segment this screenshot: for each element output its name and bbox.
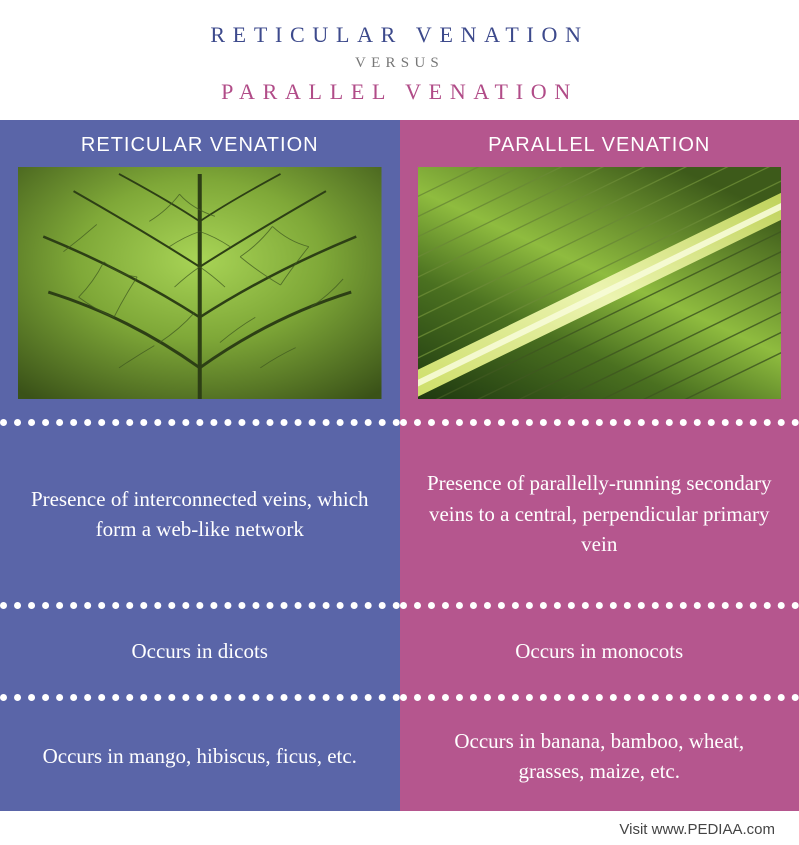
footer-credit: Visit www.PEDIAA.com bbox=[0, 811, 799, 838]
divider bbox=[400, 694, 799, 701]
parallel-examples: Occurs in banana, bamboo, wheat, grasses… bbox=[400, 701, 799, 811]
column-reticular: RETICULAR VENATION bbox=[0, 120, 400, 811]
reticular-examples: Occurs in mango, hibiscus, ficus, etc. bbox=[0, 701, 400, 811]
reticular-description: Presence of interconnected veins, which … bbox=[0, 426, 400, 602]
parallel-description: Presence of parallelly-running secondary… bbox=[400, 426, 799, 602]
title-parallel: PARALLEL VENATION bbox=[0, 75, 799, 108]
comparison-header: RETICULAR VENATION VERSUS PARALLEL VENAT… bbox=[0, 0, 799, 120]
parallel-leaf-image bbox=[400, 167, 799, 419]
divider bbox=[400, 419, 799, 426]
column-header-parallel: PARALLEL VENATION bbox=[400, 120, 799, 167]
title-reticular: RETICULAR VENATION bbox=[0, 18, 799, 51]
column-header-reticular: RETICULAR VENATION bbox=[0, 120, 400, 167]
versus-label: VERSUS bbox=[0, 51, 799, 75]
divider bbox=[0, 694, 400, 701]
reticular-leaf-image bbox=[0, 167, 400, 419]
divider bbox=[0, 419, 400, 426]
parallel-occurrence: Occurs in monocots bbox=[400, 609, 799, 694]
comparison-columns: RETICULAR VENATION bbox=[0, 120, 799, 811]
divider bbox=[0, 602, 400, 609]
divider bbox=[400, 602, 799, 609]
column-parallel: PARALLEL VENATION bbox=[400, 120, 799, 811]
reticular-occurrence: Occurs in dicots bbox=[0, 609, 400, 694]
